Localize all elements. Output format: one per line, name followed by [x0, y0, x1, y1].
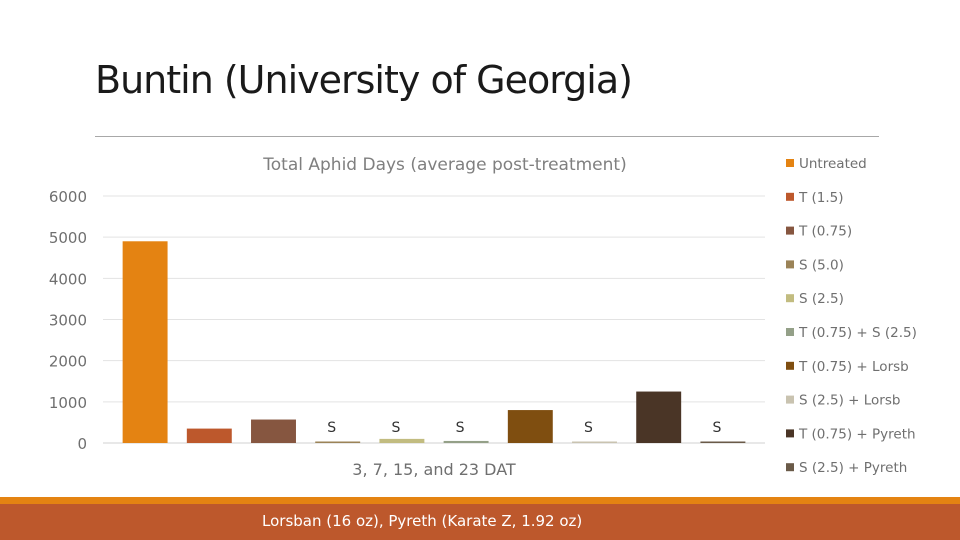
chart-title: Total Aphid Days (average post-treatment… [262, 155, 626, 175]
legend-entry: T (0.75) + Lorsb [798, 359, 909, 375]
y-tick-label: 6000 [49, 188, 87, 206]
bar [251, 419, 296, 443]
footer-accent-line [0, 497, 960, 504]
bar [379, 438, 425, 443]
title-divider [95, 136, 879, 137]
y-tick-label: 3000 [49, 312, 87, 330]
aphid-days-bar-chart: Total Aphid Days (average post-treatment… [49, 155, 917, 479]
bar [700, 441, 746, 443]
legend-swatch [786, 260, 794, 269]
slide-title: Buntin (University of Georgia) [95, 58, 633, 102]
y-tick-label: 4000 [49, 270, 87, 288]
legend-entry: T (0.75) [798, 224, 852, 240]
footer-note: Lorsban (16 oz), Pyreth (Karate Z, 1.92 … [262, 512, 583, 530]
bar-annotation: S [327, 420, 336, 436]
bar [315, 441, 361, 443]
legend-entry: T (1.5) [798, 190, 844, 206]
bar [186, 428, 232, 443]
legend: Untreated T (1.5) T (0.75) S (5.0) S (2.5) T … [786, 156, 917, 476]
legend-swatch [786, 226, 794, 235]
legend-swatch [786, 328, 794, 336]
legend-entry: S (2.5) [799, 291, 844, 307]
footer-band [0, 497, 960, 540]
bar [636, 391, 682, 443]
legend-entry: S (5.0) [799, 257, 844, 273]
y-tick-label: 2000 [49, 353, 87, 371]
bar [572, 441, 617, 443]
legend-swatch [786, 429, 794, 438]
legend-entry: T (0.75) + S (2.5) [798, 325, 917, 341]
legend-swatch [786, 192, 794, 201]
y-tick-label: 0 [77, 435, 87, 453]
legend-entry: S (2.5) + Pyreth [799, 460, 907, 476]
x-axis-label: 3, 7, 15, and 23 DAT [352, 460, 516, 479]
bar [122, 241, 168, 443]
legend-entry: S (2.5) + Lorsb [799, 393, 900, 409]
legend-swatch [786, 361, 794, 370]
y-tick-label: 1000 [49, 394, 87, 412]
legend-swatch [786, 463, 794, 472]
bar [443, 440, 489, 443]
bar [507, 410, 553, 443]
y-tick-label: 5000 [49, 229, 87, 247]
bar-annotation: S [391, 420, 400, 436]
bar-annotation: S [712, 420, 721, 436]
legend-swatch [786, 294, 794, 303]
legend-swatch [786, 159, 794, 167]
bar-annotation: S [584, 420, 593, 436]
y-axis-ticks: 0 1000 2000 3000 4000 5000 6000 [49, 188, 87, 453]
bars [122, 241, 746, 443]
legend-swatch [786, 395, 794, 404]
legend-entry: Untreated [799, 156, 867, 172]
bar-annotation: S [456, 420, 465, 436]
legend-entry: T (0.75) + Pyreth [798, 426, 916, 442]
